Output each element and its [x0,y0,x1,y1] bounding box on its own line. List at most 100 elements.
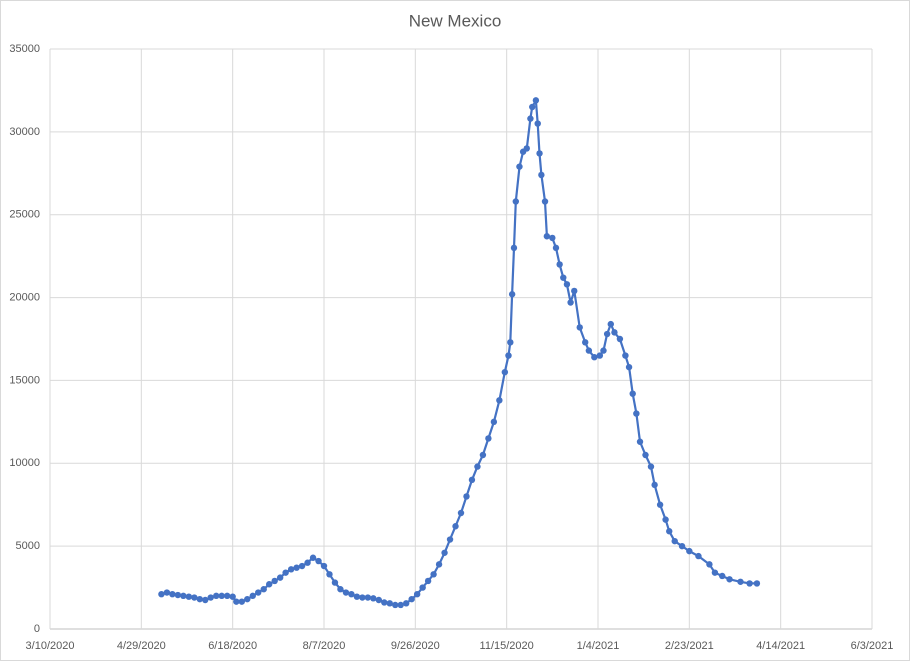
data-point [266,581,273,588]
data-point [359,594,366,601]
data-point [516,163,523,170]
data-point [364,594,372,601]
x-tick-label: 11/15/2020 [480,640,534,652]
data-point [695,552,702,560]
x-tick-label: 9/26/2020 [391,640,440,652]
data-point [719,572,726,580]
data-point [403,600,410,607]
data-point [260,586,267,593]
data-point [386,600,393,607]
data-point [233,598,240,605]
data-point [331,579,339,586]
data-point [174,591,182,599]
data-point [158,591,165,598]
data-point [381,599,388,606]
data-point [196,595,203,603]
data-point [536,150,543,157]
data-point [479,451,487,459]
data-point [315,557,322,565]
x-tick-label: 1/4/2021 [577,640,620,652]
data-point [642,451,649,459]
data-point [337,586,344,593]
y-tick-label: 10000 [9,457,40,469]
data-point [678,542,686,550]
x-tick-label: 4/14/2021 [756,640,805,652]
y-tick-label: 20000 [9,291,40,303]
data-point [463,493,470,500]
data-point [348,591,355,598]
y-tick-label: 15000 [9,374,40,386]
data-point [706,561,713,568]
data-point [185,593,193,600]
data-point [576,324,583,331]
data-point [666,528,673,535]
data-point [603,330,611,338]
data-point [505,352,512,359]
data-point [726,576,733,583]
data-point [636,438,644,445]
data-point [207,594,214,601]
data-point [496,397,503,404]
data-point [616,335,624,343]
data-point [213,592,220,600]
data-point [508,291,516,298]
data-point [582,339,589,346]
data-point [392,601,399,609]
data-point [320,562,328,570]
data-point [560,274,567,281]
data-point [507,339,514,346]
data-point [600,347,607,354]
data-point [629,390,636,397]
data-point [474,463,481,470]
data-point [737,578,744,585]
data-point [223,592,231,600]
data-point [413,591,421,598]
chart-title: New Mexico [409,11,502,30]
data-point [293,564,300,571]
data-point [468,476,476,484]
data-point [309,554,317,561]
data-point [430,571,437,578]
data-point [512,198,519,205]
data-point [711,569,719,576]
x-tick-label: 6/18/2020 [208,640,257,652]
data-point [271,577,278,585]
data-point [238,598,245,605]
data-point [510,244,518,252]
data-point [529,103,536,111]
data-point [596,352,604,359]
data-point [163,589,171,596]
data-point [746,580,753,587]
data-point [591,354,598,361]
y-tick-label: 25000 [9,209,40,221]
data-point [446,536,454,543]
data-point [671,537,678,545]
data-point [651,481,658,489]
data-point [563,281,571,288]
data-point [435,561,443,568]
x-tick-label: 2/23/2021 [665,640,714,652]
y-tick-label: 5000 [16,540,40,552]
data-point [408,595,415,603]
data-point [218,592,225,600]
y-tick-label: 35000 [9,43,40,55]
x-tick-label: 4/29/2020 [117,640,166,652]
data-point [527,115,534,122]
data-point [662,516,669,523]
data-point [326,571,333,578]
data-point [202,596,209,604]
x-tick-label: 8/7/2020 [303,640,346,652]
data-point [585,347,593,354]
data-point [191,594,198,601]
data-point [543,233,551,240]
data-point [304,559,311,566]
data-point [375,596,382,604]
data-point [282,569,289,576]
data-point [532,97,540,104]
data-point [541,198,549,205]
data-point [441,549,448,556]
data-point [611,329,618,336]
data-point [276,574,284,581]
